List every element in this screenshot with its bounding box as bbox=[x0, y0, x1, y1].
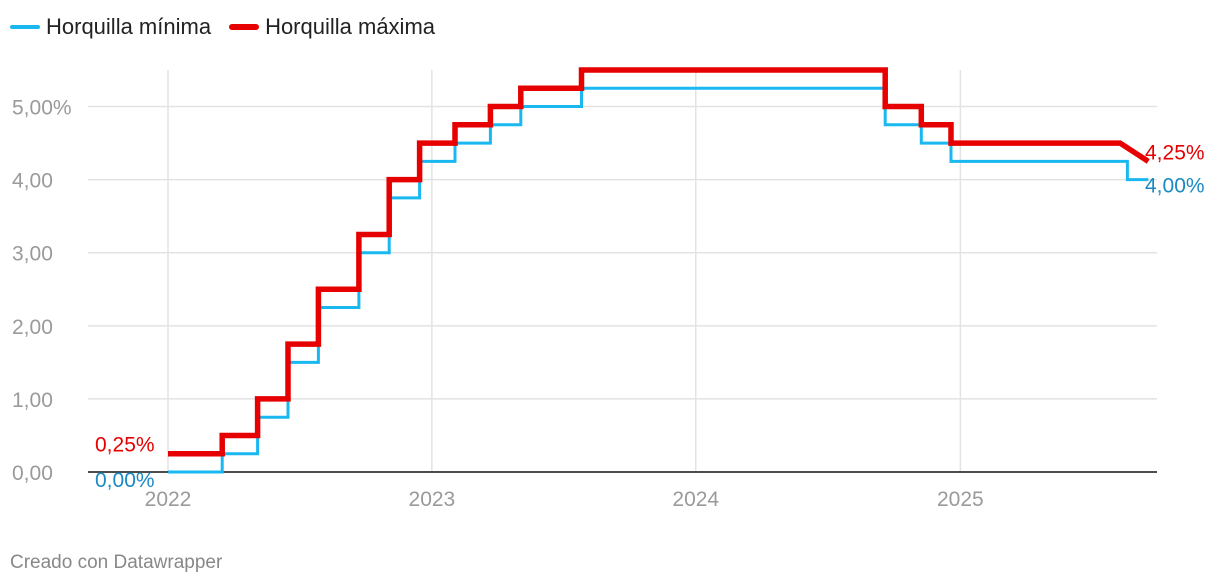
start-label-max: 0,25% bbox=[95, 434, 155, 457]
legend-label-max: Horquilla máxima bbox=[265, 14, 436, 39]
legend-item-max: Horquilla máxima bbox=[229, 14, 435, 40]
x-tick-label: 2022 bbox=[145, 488, 192, 511]
series-line-max bbox=[168, 67, 1150, 457]
legend-swatch-max bbox=[229, 24, 260, 30]
x-tick-label: 2023 bbox=[409, 488, 456, 511]
end-label-min: 4,00% bbox=[1145, 175, 1205, 198]
legend: Horquilla mínima Horquilla máxima bbox=[10, 14, 453, 40]
y-tick-label: 0,00 bbox=[12, 462, 53, 485]
y-tick-label: 1,00 bbox=[12, 389, 53, 412]
start-label-min: 0,00% bbox=[95, 469, 155, 492]
y-tick-label: 2,00 bbox=[12, 316, 53, 339]
series-line-min bbox=[168, 86, 1149, 474]
legend-item-min: Horquilla mínima bbox=[10, 14, 211, 40]
legend-label-min: Horquilla mínima bbox=[46, 14, 212, 39]
y-tick-label: 4,00 bbox=[12, 170, 53, 193]
end-label-max: 4,25% bbox=[1145, 141, 1205, 164]
legend-swatch-min bbox=[10, 25, 40, 29]
x-tick-label: 2024 bbox=[672, 488, 719, 511]
y-tick-label: 5,00% bbox=[12, 97, 72, 120]
y-tick-label: 3,00 bbox=[12, 243, 53, 266]
x-tick-label: 2025 bbox=[937, 488, 984, 511]
footer-credit: Creado con Datawrapper bbox=[10, 552, 223, 573]
